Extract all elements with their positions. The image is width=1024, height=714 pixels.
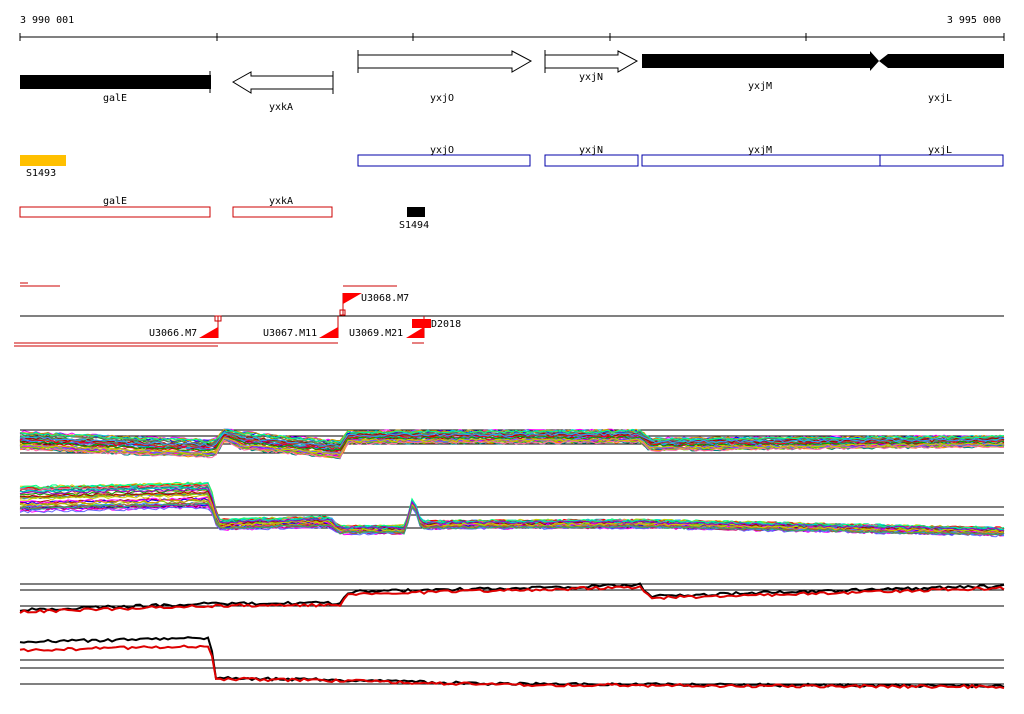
site-label: U3069.M21 (349, 328, 403, 339)
regulatory-track: U3068.M7 U3066.M7 U3067.M11 U3069.M21 D2… (14, 282, 1004, 347)
feature-s1494-box[interactable] (407, 207, 425, 217)
blue-box-label: yxjM (748, 145, 772, 156)
expression-trace-black (19, 636, 1005, 689)
gene-galE[interactable]: galE (20, 71, 211, 104)
site-u3066[interactable]: U3066.M7 (149, 315, 222, 339)
expression-trace (19, 502, 1005, 536)
annotation-track-blue: S1493 yxjO yxjN yxjM yxjL (20, 145, 1004, 179)
feature-s1494-label: S1494 (399, 220, 429, 231)
site-d2018[interactable]: D2018 (412, 319, 461, 330)
red-box-label: yxkA (269, 196, 293, 207)
gene-label: yxkA (269, 102, 293, 113)
expression-trace (19, 435, 1005, 452)
coordinate-ruler: 3 990 001 3 995 000 (19, 15, 1005, 41)
site-label: U3067.M11 (263, 328, 317, 339)
site-u3068[interactable]: U3068.M7 (339, 293, 409, 316)
expression-trace (19, 487, 1005, 532)
expression-panel-multi-2 (19, 481, 1005, 538)
expression-trace (19, 437, 1005, 456)
gene-label: yxjO (430, 93, 454, 104)
expression-trace (19, 487, 1005, 531)
blue-box-yxjN[interactable] (544, 154, 639, 167)
blue-box-label: yxjN (579, 145, 603, 156)
feature-s1493-label: S1493 (26, 168, 56, 179)
gene-label: yxjM (748, 81, 772, 92)
site-label: D2018 (431, 319, 461, 330)
gene-yxjM[interactable]: yxjM (642, 51, 879, 92)
gene-yxjN[interactable]: yxjN (544, 50, 639, 83)
expression-trace-black (19, 582, 1005, 612)
feature-s1493-box[interactable] (20, 155, 66, 166)
gene-label: yxjN (579, 72, 603, 83)
expression-trace-red (19, 644, 1005, 690)
blue-box-yxjO[interactable] (357, 154, 531, 167)
expression-panel-multi-1 (19, 428, 1005, 460)
blue-box-yxjM[interactable] (641, 154, 881, 167)
expression-panel-pair-2 (19, 636, 1005, 690)
expression-trace (19, 502, 1005, 536)
blue-box-label: yxjL (928, 145, 952, 156)
red-box-galE[interactable] (19, 206, 211, 218)
ruler-end-label: 3 995 000 (947, 15, 1001, 26)
expression-trace (19, 432, 1005, 448)
expression-panel-pair-1 (19, 582, 1005, 614)
gene-yxjL[interactable]: yxjL (879, 54, 1004, 104)
annotation-track-red: galE yxkA S1494 (19, 196, 429, 231)
gene-yxjO[interactable]: yxjO (357, 50, 533, 104)
site-label: U3066.M7 (149, 328, 197, 339)
red-box-label: galE (103, 196, 127, 207)
expression-trace (19, 429, 1005, 445)
expression-trace (20, 439, 1005, 459)
red-box-yxkA[interactable] (232, 206, 333, 218)
ruler-start-label: 3 990 001 (20, 15, 74, 26)
site-u3067[interactable]: U3067.M11 (263, 316, 339, 339)
site-label: U3068.M7 (361, 293, 409, 304)
gene-yxkA[interactable]: yxkA (232, 71, 334, 113)
expression-trace-red (19, 585, 1005, 614)
gene-label: yxjL (928, 93, 952, 104)
blue-box-label: yxjO (430, 145, 454, 156)
gene-track: galE yxkA yxjO yxjN yxjM yxjL (20, 50, 1004, 113)
blue-box-yxjL[interactable] (879, 154, 1004, 167)
gene-label: galE (103, 93, 127, 104)
ruler-ticks (19, 33, 1005, 41)
